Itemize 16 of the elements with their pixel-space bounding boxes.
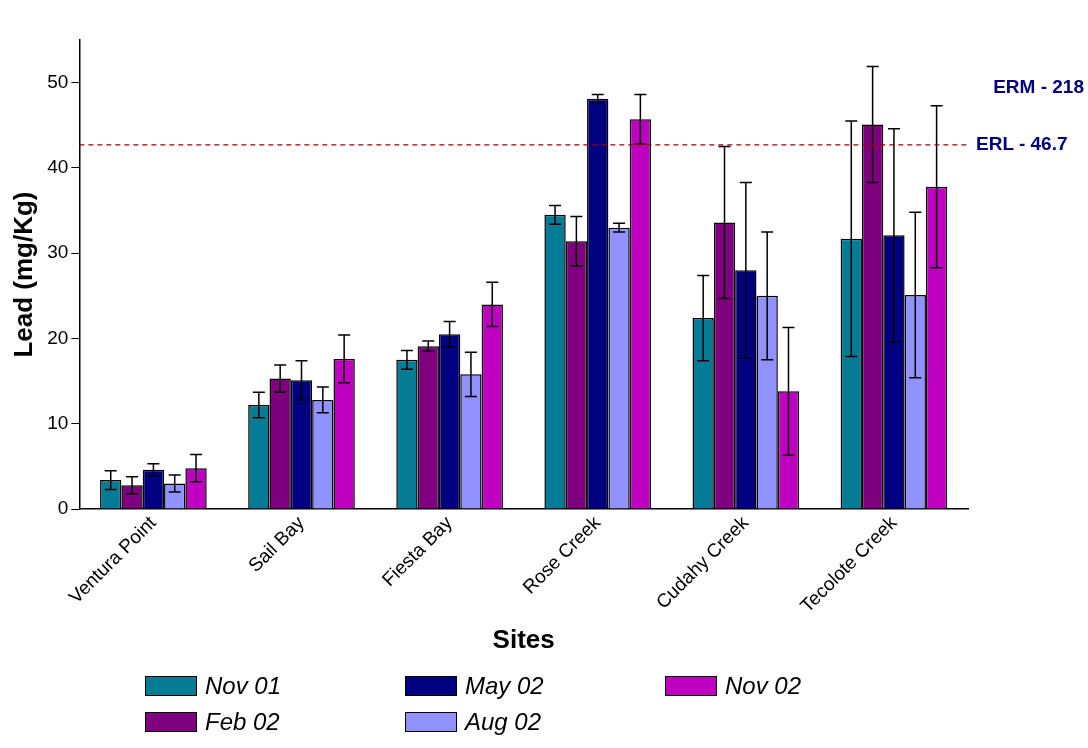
y-tick-label: 20 — [47, 326, 69, 348]
x-axis-title: Sites — [492, 623, 555, 654]
text: ERM - 218 — [993, 76, 1084, 98]
legend-label: Aug 02 — [465, 708, 542, 736]
y-tick-label: 10 — [47, 412, 69, 434]
legend-label: May 02 — [465, 672, 544, 700]
legend-label: Nov 01 — [205, 672, 282, 700]
y-tick-label: 40 — [47, 156, 69, 178]
y-tick-label: 50 — [47, 70, 69, 92]
y-tick-label: 0 — [57, 497, 69, 519]
x-tick-label: Sail Bay — [243, 511, 309, 576]
y-axis-title: Lead (mg/Kg) — [7, 191, 38, 358]
y-tick-label: 30 — [47, 241, 69, 263]
legend-label: Feb 02 — [205, 708, 280, 736]
ref-line-label: ERL - 46.7 — [976, 133, 1068, 155]
legend-label: Nov 02 — [725, 672, 802, 700]
